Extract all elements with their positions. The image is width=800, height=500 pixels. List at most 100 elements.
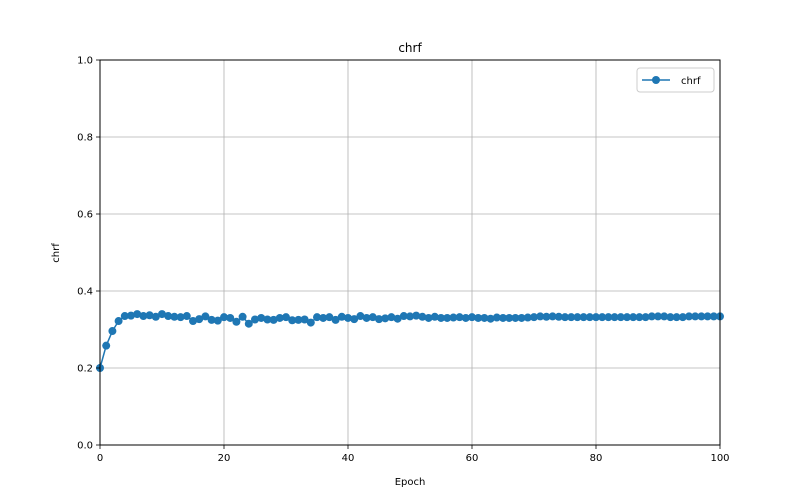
chart-title: chrf bbox=[398, 41, 422, 55]
data-point bbox=[437, 313, 445, 322]
data-point bbox=[145, 311, 154, 320]
data-point bbox=[337, 312, 346, 321]
data-point bbox=[505, 313, 514, 322]
data-point bbox=[573, 313, 582, 322]
data-point bbox=[486, 314, 495, 323]
data-point bbox=[108, 327, 117, 336]
data-point bbox=[492, 313, 501, 322]
data-point bbox=[263, 315, 272, 324]
data-point bbox=[325, 313, 334, 322]
data-point bbox=[319, 313, 328, 322]
data-point bbox=[399, 312, 408, 321]
data-point bbox=[468, 313, 476, 322]
data-point bbox=[654, 312, 662, 321]
series-layer bbox=[96, 310, 724, 372]
plot-frame bbox=[99, 59, 721, 446]
x-tick-label: 100 bbox=[710, 453, 729, 464]
data-point bbox=[220, 313, 228, 322]
data-point bbox=[567, 313, 576, 322]
data-point bbox=[102, 341, 111, 350]
data-point bbox=[387, 313, 396, 322]
y-tick-label: 0.0 bbox=[77, 441, 93, 452]
data-point bbox=[381, 314, 390, 323]
data-point bbox=[666, 313, 675, 322]
data-point bbox=[424, 313, 433, 322]
data-point bbox=[164, 312, 173, 321]
data-point bbox=[282, 313, 290, 322]
data-point bbox=[201, 312, 210, 321]
data-point bbox=[294, 315, 303, 324]
data-point bbox=[641, 313, 650, 322]
y-axis-label: chrf bbox=[51, 243, 62, 263]
data-point bbox=[393, 314, 402, 323]
data-point bbox=[499, 313, 507, 322]
data-point bbox=[114, 317, 123, 326]
data-point bbox=[251, 315, 259, 324]
data-point bbox=[195, 315, 204, 324]
data-point bbox=[344, 313, 352, 322]
data-point bbox=[672, 313, 681, 322]
plot-area bbox=[100, 60, 720, 445]
data-point bbox=[170, 312, 179, 321]
data-point bbox=[561, 313, 569, 322]
data-point bbox=[306, 318, 315, 327]
data-point bbox=[480, 313, 489, 322]
data-point bbox=[579, 313, 588, 322]
data-point bbox=[269, 315, 278, 324]
data-point bbox=[647, 312, 656, 321]
data-point bbox=[226, 313, 235, 322]
data-point bbox=[133, 310, 142, 319]
data-point bbox=[232, 317, 241, 326]
data-point bbox=[678, 313, 687, 322]
data-point bbox=[151, 312, 160, 321]
data-point bbox=[542, 312, 551, 321]
data-point bbox=[616, 313, 625, 322]
data-point bbox=[461, 313, 470, 322]
data-point bbox=[709, 312, 718, 321]
data-point bbox=[406, 312, 414, 321]
data-point bbox=[244, 319, 253, 328]
data-point bbox=[703, 312, 712, 321]
data-point bbox=[213, 316, 222, 325]
data-point bbox=[300, 315, 309, 324]
data-point bbox=[189, 317, 197, 326]
data-point bbox=[455, 313, 464, 322]
data-point bbox=[430, 312, 439, 321]
y-tick-label: 0.4 bbox=[77, 287, 93, 298]
data-point bbox=[275, 313, 284, 322]
data-point bbox=[610, 313, 619, 322]
data-point bbox=[207, 315, 216, 324]
grid bbox=[99, 59, 721, 446]
y-tick-label: 1.0 bbox=[77, 56, 93, 67]
legend: chrf bbox=[636, 67, 715, 93]
data-point bbox=[585, 313, 594, 322]
data-point bbox=[511, 313, 520, 322]
data-point bbox=[139, 312, 148, 321]
data-point bbox=[592, 313, 600, 322]
data-point bbox=[598, 313, 607, 322]
data-point bbox=[548, 312, 557, 321]
data-point bbox=[412, 311, 421, 320]
data-point bbox=[523, 313, 532, 322]
data-point bbox=[356, 312, 365, 321]
data-point bbox=[530, 313, 538, 322]
data-point bbox=[443, 313, 452, 322]
y-tick-label: 0.8 bbox=[77, 133, 93, 144]
legend-box bbox=[636, 67, 715, 93]
x-tick-label: 20 bbox=[218, 453, 231, 464]
data-point bbox=[368, 313, 377, 322]
x-axis-label: Epoch bbox=[395, 477, 426, 488]
x-tick-label: 80 bbox=[590, 453, 603, 464]
data-point bbox=[449, 313, 458, 322]
data-point bbox=[623, 313, 631, 322]
data-point bbox=[685, 312, 693, 321]
data-point bbox=[362, 313, 371, 322]
data-point bbox=[331, 315, 340, 324]
y-tick-label: 0.6 bbox=[77, 210, 93, 221]
data-point bbox=[604, 313, 613, 322]
data-point bbox=[182, 312, 191, 321]
data-point bbox=[257, 313, 266, 322]
legend-label: chrf bbox=[681, 76, 701, 87]
data-point bbox=[238, 312, 247, 321]
